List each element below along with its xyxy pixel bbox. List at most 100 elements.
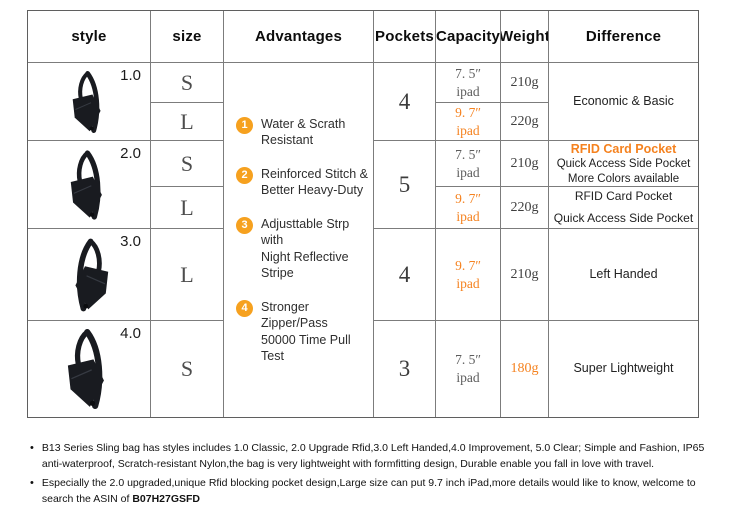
capacity-size: 7. 5″ [455,352,481,368]
difference-cell: RFID Card Pocket Quick Access Side Pocke… [549,187,698,229]
capacity-size: 7. 5″ [455,65,481,81]
advantage-line: Resistant [261,133,314,147]
advantage-text: Water & Scrath Resistant [261,116,345,149]
advantage-line: Night Reflective Stripe [261,249,349,281]
capacity-size: 9. 7″ [455,257,481,273]
style-cell-2-0: 2.0 [28,141,151,229]
size-value: S [180,356,194,381]
difference-text: Quick Access Side Pocket [556,157,691,170]
capacity-cell: 9. 7″ ipad [436,103,501,141]
pockets-value: 4 [398,88,411,114]
sling-bag-image-left-handed [75,238,109,311]
size-value: L [180,194,194,220]
weight-value: 210g [510,266,539,282]
pockets-cell: 4 [374,229,436,321]
header-advantages: Advantages [224,11,374,63]
header-size-label: size [172,28,202,45]
weight-cell: 210g [501,63,549,103]
capacity-cell: 7. 5″ ipad [436,321,501,417]
capacity-device: ipad [456,275,480,291]
bullet-dot: • [30,476,34,489]
style-cell-1-0: 1.0 [28,63,151,141]
difference-text: Left Handed [589,266,658,281]
style-version-label: 1.0 [120,67,141,84]
capacity-device: ipad [456,122,480,138]
sling-bag-image [67,328,104,410]
advantage-line: 50000 Time Pull Test [261,332,351,364]
advantage-item: 4 Stronger Zipper/Pass 50000 Time Pull Te… [236,299,373,365]
capacity-cell: 9. 7″ ipad [436,187,501,229]
weight-cell: 180g [501,321,549,417]
size-cell: L [151,103,224,141]
asin-code: B07H27GSFD [132,492,201,505]
advantage-line: Stronger Zipper/Pass [261,299,328,331]
advantage-text: Stronger Zipper/Pass 50000 Time Pull Test [261,299,373,365]
style-version-label: 2.0 [120,145,141,162]
header-weight: Weight [501,11,549,63]
capacity-size: 9. 7″ [455,190,481,206]
capacity-size: 7. 5″ [455,146,481,162]
size-cell: S [151,321,224,417]
weight-value: 210g [510,74,539,90]
pockets-value: 5 [398,171,411,197]
weight-cell: 210g [501,141,549,187]
advantage-line: Better Heavy-Duty [261,183,364,197]
capacity-device: ipad [456,164,480,180]
header-pockets: Pockets [374,11,436,63]
size-value: L [180,261,194,287]
capacity-cell: 9. 7″ ipad [436,229,501,321]
bullet-item: • B13 Series Sling bag has styles includ… [30,440,724,473]
weight-cell: 220g [501,103,549,141]
number-badge-icon: 1 [236,116,253,134]
advantage-item: 2 Reinforced Stitch & Better Heavy-Duty [236,166,373,199]
comparison-table: style size Advantages Pockets Capacity W… [27,10,699,418]
sling-bag-image [70,149,102,220]
size-cell: L [151,229,224,321]
header-difference: Difference [549,11,698,63]
header-pockets-label: Pockets [375,28,434,45]
difference-cell: Super Lightweight [549,321,698,417]
sling-bag-image [72,70,101,133]
header-size: size [151,11,224,63]
difference-text: RFID Card Pocket [574,188,673,203]
number-badge-icon: 3 [236,216,253,234]
header-difference-label: Difference [585,28,662,45]
number-badge-icon: 2 [236,166,253,184]
bullet-item: • Especially the 2.0 upgraded,unique Rfi… [30,475,724,507]
difference-cell: Left Handed [549,229,698,321]
style-version-label: 3.0 [120,233,141,250]
header-capacity: Capacity [436,11,501,63]
advantages-cell: 1 Water & Scrath Resistant 2 Reinforced S… [224,63,374,417]
difference-text: Quick Access Side Pocket [553,210,694,225]
style-cell-3-0: 3.0 [28,229,151,321]
weight-cell: 210g [501,229,549,321]
advantage-text: Reinforced Stitch & Better Heavy-Duty [261,166,368,199]
pockets-value: 4 [398,261,411,287]
advantage-line: Water & Scrath [261,116,346,131]
capacity-cell: 7. 5″ ipad [436,63,501,103]
pockets-cell: 4 [374,63,436,141]
header-style-label: style [71,28,107,45]
number-badge-icon: 4 [236,299,253,317]
weight-value: 220g [510,113,539,129]
style-version-label: 4.0 [120,325,141,342]
size-cell: S [151,141,224,187]
weight-value: 180g [510,361,539,376]
advantage-text: Adjusttable Strp with Night Reflective St… [261,216,373,282]
advantage-item: 1 Water & Scrath Resistant [236,116,373,149]
difference-text: Economic & Basic [573,93,674,108]
weight-value: 220g [510,199,539,215]
description-bullets: • B13 Series Sling bag has styles includ… [30,440,724,507]
header-capacity-label: Capacity [436,28,501,45]
size-cell: L [151,187,224,229]
bullet-text: Especially the 2.0 upgraded,unique Rfid … [42,475,724,507]
advantages-list: 1 Water & Scrath Resistant 2 Reinforced S… [236,116,373,365]
difference-text: More Colors available [567,172,680,185]
header-style: style [28,11,151,63]
difference-cell: Economic & Basic [549,63,698,141]
header-advantages-label: Advantages [254,28,343,45]
style-cell-4-0: 4.0 [28,321,151,417]
capacity-device: ipad [456,208,480,224]
bullet-text: B13 Series Sling bag has styles includes… [41,442,705,471]
pockets-cell: 5 [374,141,436,229]
